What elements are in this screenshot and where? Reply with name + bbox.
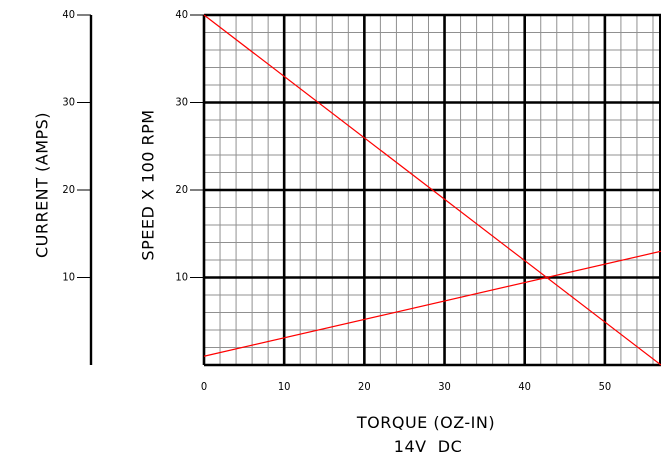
x-tick-label: 40	[518, 380, 531, 393]
x-tick-label: 0	[201, 380, 207, 393]
speed-tick-labels: 10 20 30 40	[175, 8, 204, 284]
speed-tick-label: 10	[175, 271, 188, 284]
speed-tick-label: 40	[175, 8, 188, 21]
x-tick-label: 30	[438, 380, 451, 393]
current-curve	[203, 250, 661, 357]
chart-subtitle: 14V DC	[394, 437, 462, 456]
speed-axis-title: SPEED X 100 RPM	[139, 109, 158, 260]
current-tick-label: 30	[62, 96, 75, 109]
x-tick-labels: 0 10 20 30 40 50	[201, 380, 611, 393]
current-tick-label: 10	[62, 271, 75, 284]
x-tick-label: 20	[358, 380, 371, 393]
speed-curve	[203, 14, 661, 366]
x-axis-title: TORQUE (OZ-IN)	[356, 413, 495, 432]
current-axis	[77, 14, 93, 365]
current-axis-title: CURRENT (AMPS)	[33, 112, 52, 258]
series-lines	[203, 14, 661, 366]
x-tick-label: 50	[599, 380, 612, 393]
speed-tick-label: 20	[175, 183, 188, 196]
speed-tick-label: 30	[175, 96, 188, 109]
current-tick-label: 20	[62, 183, 75, 196]
major-grid	[202, 13, 661, 367]
x-tick-label: 10	[278, 380, 291, 393]
current-tick-label: 40	[62, 8, 75, 21]
current-tick-labels: 10 20 30 40	[62, 8, 75, 284]
